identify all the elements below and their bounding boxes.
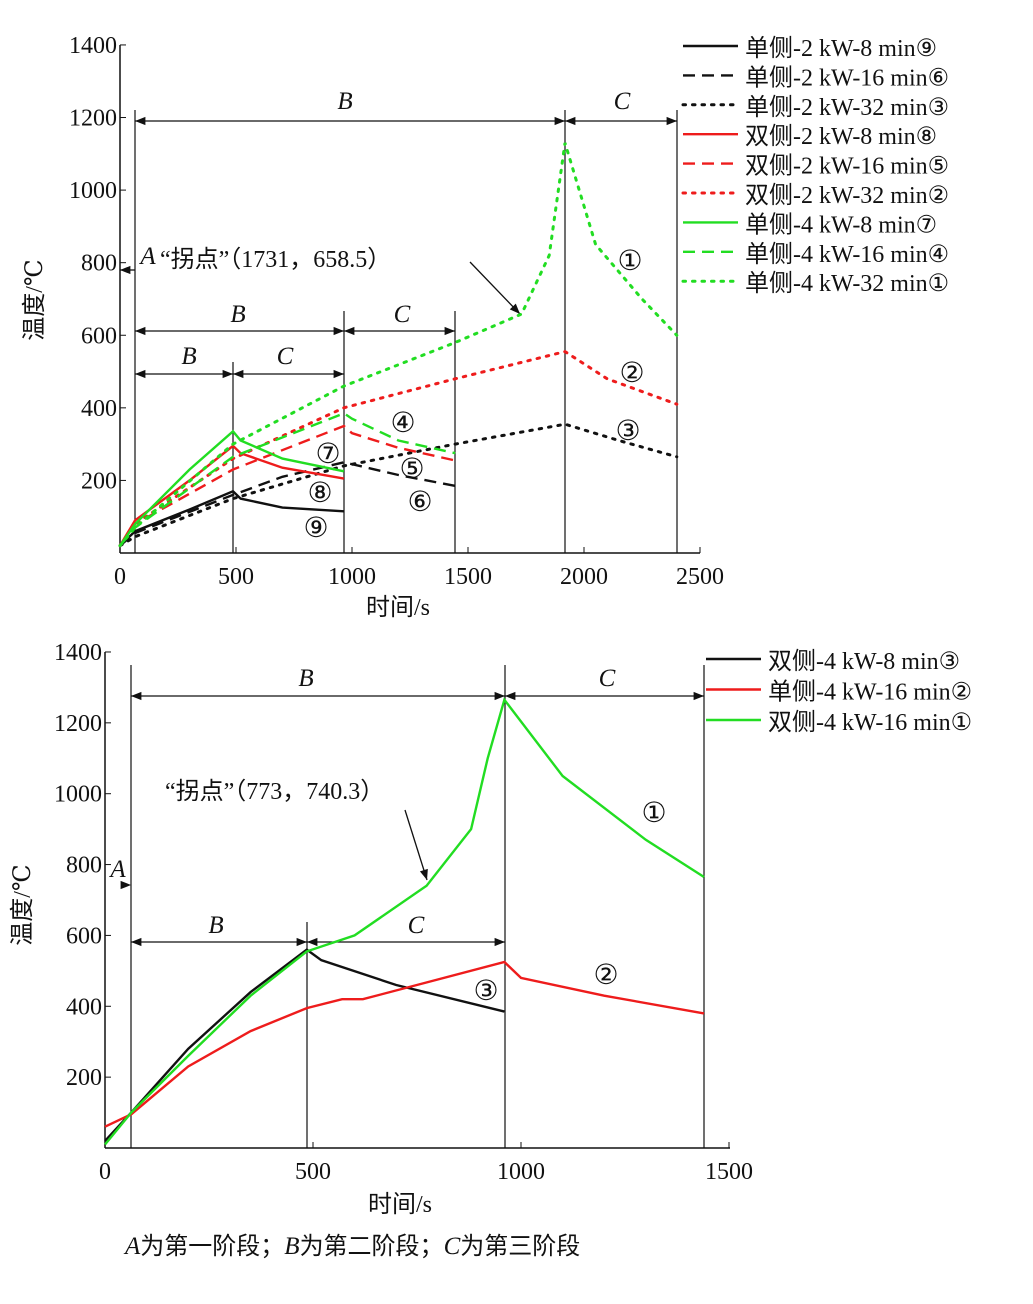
- legend-label: 双侧-4 kW-8 min③: [768, 648, 960, 675]
- x-axis-label: 时间/s: [368, 1191, 432, 1218]
- caption-a: A: [123, 1233, 141, 1260]
- stage-label-c: C: [599, 665, 616, 692]
- series-line-3: [104, 697, 705, 1146]
- y-tick-label: 800: [66, 853, 102, 879]
- series-line-6: [118, 349, 679, 548]
- series-line-9: [118, 142, 679, 548]
- x-tick-label: 2000: [560, 564, 608, 590]
- y-axis-label: 温度/℃: [9, 864, 36, 946]
- stage-label-c: C: [277, 343, 294, 370]
- series-line-8: [119, 411, 456, 547]
- x-tick-label: 1000: [328, 564, 376, 590]
- x-tick-label: 0: [114, 564, 126, 590]
- series-tag-label: ⑦: [315, 437, 340, 470]
- caption-c-text: 为第三阶段: [460, 1233, 580, 1260]
- legend-label: 双侧-2 kW-16 min⑤: [745, 153, 949, 180]
- y-tick-label: 600: [66, 923, 102, 949]
- stage-label-c: C: [394, 301, 411, 328]
- x-tick-label: 500: [295, 1159, 331, 1185]
- y-tick-label: 1000: [54, 782, 102, 808]
- y-tick-label: 400: [66, 994, 102, 1020]
- caption: A为第一阶段；B为第二阶段；C为第三阶段: [123, 1233, 580, 1260]
- stage-label-b: B: [208, 912, 223, 939]
- inflection-label: “拐点”（773，740.3）: [165, 778, 384, 805]
- legend-label: 单侧-4 kW-32 min①: [745, 270, 949, 297]
- series-line-1: [119, 489, 344, 547]
- y-tick-label: 1000: [69, 178, 117, 204]
- caption-b: B: [284, 1233, 299, 1260]
- series-tag-label: ③: [473, 974, 498, 1007]
- caption-c: C: [444, 1233, 461, 1260]
- legend-label: 单侧-4 kW-8 min⑦: [745, 211, 937, 238]
- y-tick-label: 1400: [69, 33, 117, 59]
- x-tick-label: 1500: [444, 564, 492, 590]
- x-tick-label: 500: [218, 564, 254, 590]
- stage-label-b: B: [181, 343, 196, 370]
- legend-label: 单侧-4 kW-16 min④: [745, 241, 949, 268]
- x-tick-label: 0: [99, 1159, 111, 1185]
- series-tag-label: ①: [641, 796, 666, 829]
- stage-label-b: B: [337, 88, 352, 115]
- legend-label: 单侧-4 kW-16 min②: [768, 679, 972, 706]
- series-line-5: [119, 424, 456, 547]
- x-axis-label: 时间/s: [366, 594, 430, 621]
- legend-label: 单侧-2 kW-16 min⑥: [745, 64, 949, 91]
- x-tick-label: 2500: [676, 564, 724, 590]
- y-tick-label: 200: [66, 1065, 102, 1091]
- y-tick-label: 1200: [54, 711, 102, 737]
- series-tag-label: ⑨: [303, 511, 328, 544]
- series-tag-label: ⑤: [399, 452, 424, 485]
- series-line-7: [119, 429, 345, 547]
- legend-label: 双侧-2 kW-8 min⑧: [745, 123, 937, 150]
- y-tick-label: 800: [81, 251, 117, 277]
- y-tick-label: 600: [81, 323, 117, 349]
- series-line-2: [104, 960, 705, 1128]
- stage-label-c: C: [614, 88, 631, 115]
- caption-b-text: 为第二阶段；: [300, 1233, 444, 1260]
- series-tag-label: ①: [617, 244, 642, 277]
- series-line-3: [118, 422, 679, 548]
- series-tag-label: ⑥: [407, 485, 432, 518]
- stage-label-a: A: [108, 856, 126, 883]
- legend-label: 双侧-4 kW-16 min①: [768, 709, 972, 736]
- stage-label-a: A: [138, 243, 156, 270]
- x-tick-label: 1000: [497, 1159, 545, 1185]
- series-line-4: [118, 444, 345, 547]
- series-tag-label: ④: [390, 406, 415, 439]
- y-tick-label: 200: [81, 468, 117, 494]
- legend-label: 单侧-2 kW-32 min③: [745, 94, 949, 121]
- series-tag-label: ⑧: [307, 476, 332, 509]
- series-tag-label: ③: [615, 414, 640, 447]
- inflection-label: “拐点”（1731，658.5）: [160, 246, 391, 273]
- y-axis-label: 温度/℃: [21, 259, 48, 341]
- y-tick-label: 1400: [54, 640, 102, 666]
- stage-label-c: C: [408, 912, 425, 939]
- inflection-arrow: [469, 261, 521, 315]
- series-tag-label: ②: [593, 958, 618, 991]
- series-tag-label: ②: [619, 356, 644, 389]
- stage-label-b: B: [230, 301, 245, 328]
- legend-label: 双侧-2 kW-32 min②: [745, 182, 949, 209]
- caption-a-text: 为第一阶段；: [140, 1233, 284, 1260]
- inflection-arrow: [404, 809, 428, 881]
- legend-label: 单侧-2 kW-8 min⑨: [745, 35, 937, 62]
- series-line-2: [119, 461, 456, 547]
- y-tick-label: 1200: [69, 106, 117, 132]
- y-tick-label: 400: [81, 396, 117, 422]
- stage-label-b: B: [298, 665, 313, 692]
- x-tick-label: 1500: [705, 1159, 753, 1185]
